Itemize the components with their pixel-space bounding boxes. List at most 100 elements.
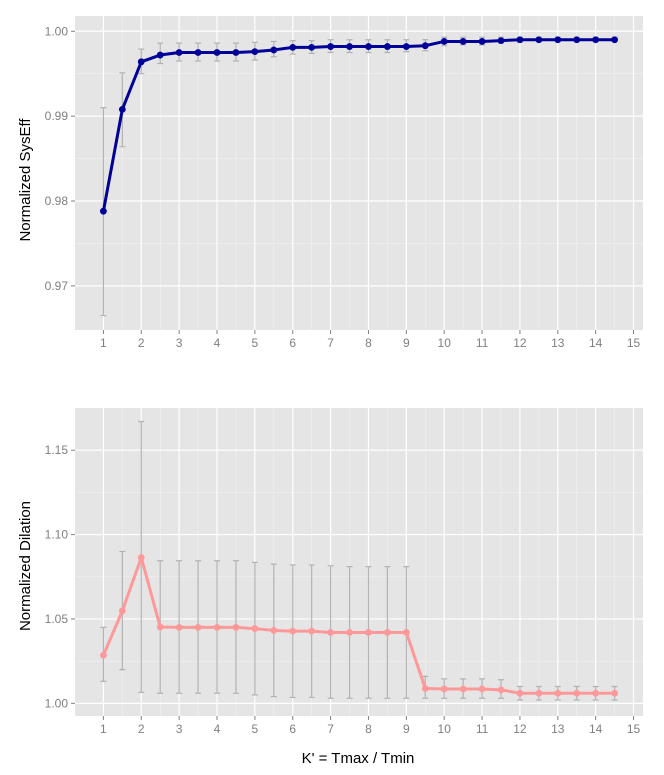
sys-eff-data-point (118, 105, 126, 113)
dilation-x-tick-label: 6 (289, 722, 296, 736)
sys-eff-x-tick-label: 15 (627, 336, 641, 350)
dilation-data-point (384, 629, 391, 636)
dilation-x-tick-label: 13 (551, 722, 565, 736)
sys-eff-data-point (365, 43, 372, 50)
dilation-x-tick-label: 7 (327, 722, 334, 736)
dilation-y-axis-title: Normalized Dilation (17, 501, 34, 631)
sys-eff-panel: 1 2 3 4 5 6 7 8 9 10 11 12 13 14 150.970.980.991.00 (45, 16, 643, 350)
sys-eff-x-tick-label: 5 (252, 336, 259, 350)
sys-eff-data-point (497, 37, 505, 45)
sys-eff-data-point (440, 38, 448, 45)
sys-eff-data-point (516, 36, 524, 44)
dilation-data-point (516, 689, 524, 697)
dilation-y-tick-label: 1.10 (45, 528, 69, 542)
dilation-data-point (459, 685, 467, 693)
dilation-x-tick-label: 12 (513, 722, 527, 736)
sys-eff-data-point (554, 36, 562, 44)
sys-eff-data-point (611, 36, 618, 44)
sys-eff-y-tick-label: 1.00 (45, 24, 69, 38)
sys-eff-data-point (308, 44, 316, 51)
sys-eff-data-point (346, 43, 353, 50)
dilation-x-tick-label: 2 (138, 722, 145, 736)
sys-eff-data-point (251, 48, 259, 56)
dilation-x-tick-label: 14 (589, 722, 603, 736)
sys-eff-x-tick-label: 9 (403, 336, 410, 350)
dilation-data-point (497, 686, 505, 694)
dilation-x-tick-label: 4 (214, 722, 221, 736)
sys-eff-x-tick-label: 14 (589, 336, 603, 350)
dilation-x-tick-label: 8 (365, 722, 372, 736)
sys-eff-data-point (384, 43, 391, 50)
sys-eff-data-point (137, 58, 145, 66)
dilation-x-tick-label: 5 (252, 722, 259, 736)
sys-eff-x-tick-label: 6 (289, 336, 296, 350)
dilation-data-point (156, 623, 164, 631)
dilation-data-point (440, 685, 448, 693)
sys-eff-x-tick-label: 2 (138, 336, 145, 350)
sys-eff-data-point (213, 49, 221, 56)
sys-eff-series-line (101, 38, 615, 212)
dilation-data-point (118, 607, 126, 615)
sys-eff-x-tick-label: 10 (438, 336, 452, 350)
sys-eff-x-tick-label: 3 (176, 336, 183, 350)
sys-eff-data-point (232, 49, 240, 56)
dilation-data-point (554, 689, 562, 697)
sys-eff-x-tick-label: 1 (100, 336, 107, 350)
dilation-panel: 1 2 3 4 5 6 7 8 9 10 11 12 13 14 151.001.051.101.15 (45, 408, 643, 736)
sys-eff-data-point (459, 38, 467, 45)
dilation-x-tick-label: 15 (627, 722, 641, 736)
dilation-data-point (251, 625, 259, 632)
dilation-x-tick-label: 1 (100, 722, 107, 736)
dilation-data-point (421, 685, 429, 692)
sys-eff-data-point (175, 49, 183, 56)
sys-eff-data-point (270, 46, 278, 54)
sys-eff-data-point (156, 51, 164, 59)
sys-eff-x-tick-label: 4 (214, 336, 221, 350)
dilation-x-tick-label: 9 (403, 722, 410, 736)
sys-eff-x-tick-label: 11 (476, 336, 489, 350)
dilation-data-point (100, 651, 107, 659)
dilation-plot-background (75, 408, 643, 716)
dilation-data-point (592, 689, 600, 697)
sys-eff-data-point (592, 36, 600, 44)
sys-eff-data-point (535, 36, 543, 44)
dilation-data-point (402, 629, 410, 636)
sys-eff-data-point (421, 42, 429, 50)
dilation-data-point (365, 629, 372, 636)
dilation-data-point (270, 627, 278, 634)
sys-eff-data-point (478, 38, 486, 45)
dilation-data-point (213, 623, 221, 631)
dilation-data-point (327, 629, 334, 636)
sys-eff-y-axis-title: Normalized SysEff (17, 118, 34, 242)
dilation-data-point (175, 623, 183, 631)
dilation-data-point (289, 627, 297, 635)
x-axis-title: K' = Tmax / Tmin (302, 750, 415, 767)
dilation-data-point (535, 689, 543, 697)
sys-eff-data-point (327, 43, 334, 50)
sys-eff-x-tick-label: 12 (513, 336, 527, 350)
dilation-x-tick-label: 11 (476, 722, 489, 736)
dilation-x-tick-label: 3 (176, 722, 183, 736)
dilation-data-point (573, 689, 581, 697)
sys-eff-x-tick-label: 7 (327, 336, 334, 350)
dilation-y-tick-label: 1.00 (45, 696, 69, 710)
sys-eff-plot-background (75, 16, 643, 330)
sys-eff-data-point (289, 44, 297, 51)
dilation-y-tick-label: 1.05 (45, 612, 69, 626)
dilation-data-point (346, 629, 353, 636)
dilation-series-line (102, 556, 615, 695)
dilation-data-point (194, 623, 202, 631)
sys-eff-x-tick-label: 8 (365, 336, 372, 350)
dilation-x-tick-label: 10 (438, 722, 452, 736)
sys-eff-x-tick-label: 13 (551, 336, 565, 350)
sys-eff-data-point (194, 49, 202, 56)
sys-eff-y-tick-label: 0.97 (45, 279, 69, 293)
dilation-y-tick-label: 1.15 (45, 443, 69, 457)
dilation-data-point (137, 554, 145, 561)
dilation-data-point (232, 623, 240, 631)
sys-eff-y-tick-label: 0.99 (45, 109, 69, 123)
sys-eff-data-point (402, 43, 410, 50)
dilation-data-point (478, 685, 486, 693)
dilation-data-point (611, 689, 618, 697)
